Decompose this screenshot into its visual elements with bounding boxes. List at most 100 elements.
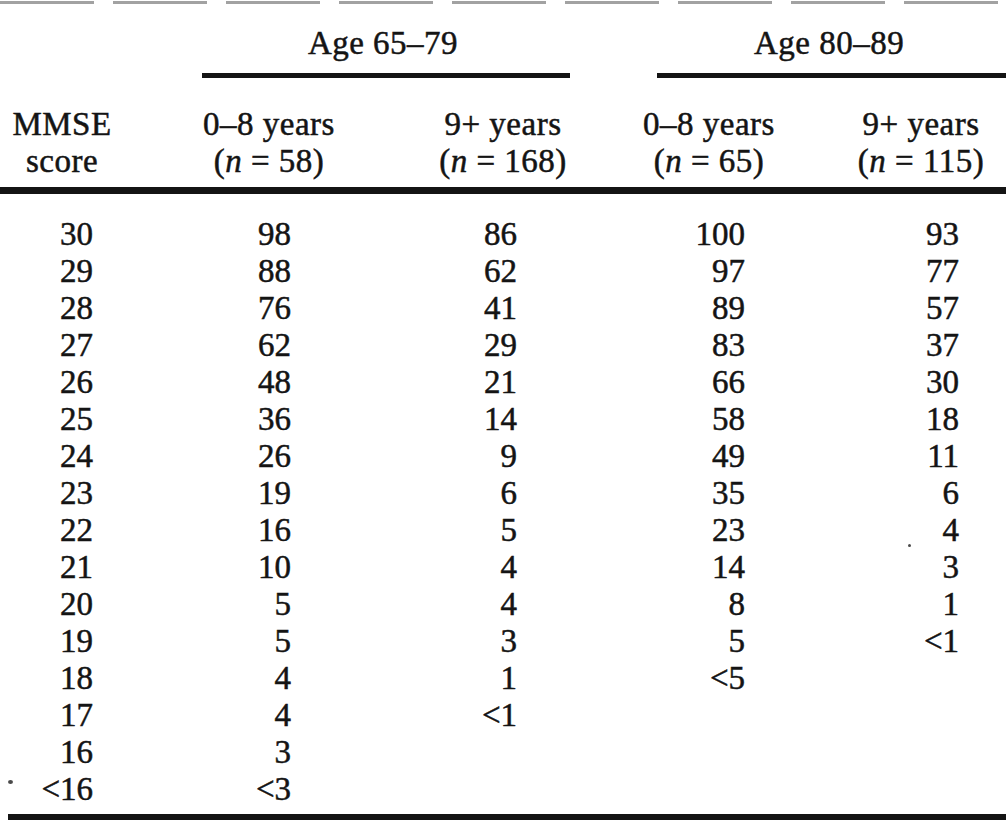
- header-line1: 0–8 years: [203, 106, 335, 142]
- percentile-cell: <1: [350, 697, 580, 734]
- header-line1: 9+ years: [863, 106, 980, 142]
- percentile-cell: 4: [350, 586, 580, 623]
- percentile-cell: 4: [790, 512, 1006, 549]
- percentile-cell: 29: [350, 327, 580, 364]
- paren-open: (: [214, 143, 226, 179]
- percentile-cell: 3: [350, 623, 580, 660]
- percentile-cell: [790, 697, 1006, 734]
- mmse-score-cell: 29: [0, 253, 130, 290]
- percentile-cell: 4: [350, 549, 580, 586]
- mmse-score-cell: 26: [0, 364, 130, 401]
- percentile-cell: 97: [580, 253, 790, 290]
- percentile-cell: <5: [580, 660, 790, 697]
- percentile-cell: 30: [790, 364, 1006, 401]
- mmse-score-cell: 28: [0, 290, 130, 327]
- n-value: = 168): [468, 143, 567, 179]
- percentile-cell: 48: [130, 364, 350, 401]
- spanner-rule-cell-right: [580, 73, 1006, 80]
- mmse-score-cell: <16: [0, 771, 130, 814]
- percentile-cell: [350, 771, 580, 814]
- table-row: <16 <3: [0, 771, 1006, 814]
- percentile-cell: 16: [130, 512, 350, 549]
- edu-0-8-header-cell-8089: 0–8 years (n = 65): [580, 80, 790, 190]
- percentile-cell: 98: [130, 190, 350, 253]
- mmse-score-cell: 27: [0, 327, 130, 364]
- mmse-score-cell: 30: [0, 190, 130, 253]
- percentile-cell: <3: [130, 771, 350, 814]
- percentile-cell: 4: [130, 697, 350, 734]
- header-line1: MMSE: [12, 106, 111, 142]
- table-row: 21 10 4 14 3: [0, 549, 1006, 586]
- percentile-cell: 10: [130, 549, 350, 586]
- spanner-rule-80-89: [657, 73, 1006, 78]
- n-symbol: n: [225, 143, 242, 179]
- percentile-cell: 66: [580, 364, 790, 401]
- bottom-rule-cell: [0, 814, 1006, 820]
- mmse-score-cell: 23: [0, 475, 130, 512]
- cropped-top-rule: [0, 1, 1006, 4]
- percentile-cell: 89: [580, 290, 790, 327]
- header-line1: 0–8 years: [643, 106, 775, 142]
- bottom-rule-row: [0, 814, 1006, 820]
- table-row: 28 76 41 89 57: [0, 290, 1006, 327]
- n-value: = 58): [242, 143, 324, 179]
- mmse-score-cell: 17: [0, 697, 130, 734]
- percentile-cell: 93: [790, 190, 1006, 253]
- edu-9plus-header-6579: 9+ years (n = 168): [388, 106, 618, 180]
- percentile-cell: 83: [580, 327, 790, 364]
- percentile-cell: [350, 734, 580, 771]
- table-row: 26 48 21 66 30: [0, 364, 1006, 401]
- percentile-cell: [790, 734, 1006, 771]
- table-row: 20 5 4 8 1: [0, 586, 1006, 623]
- paren-open: (: [858, 143, 870, 179]
- spanner-rule-65-79: [202, 73, 570, 78]
- column-header-row: MMSE score 0–8 years (n = 58) 9+ years (…: [0, 80, 1006, 190]
- n-symbol: n: [869, 143, 886, 179]
- bottom-rule: [8, 814, 1006, 820]
- percentile-cell: 6: [350, 475, 580, 512]
- sample-size: (n = 168): [439, 143, 567, 179]
- age-group-65-79-label: Age 65–79: [158, 27, 608, 60]
- percentile-cell: 57: [790, 290, 1006, 327]
- edu-9plus-header-cell-8089: 9+ years (n = 115): [790, 80, 1006, 190]
- paren-open: (: [439, 143, 451, 179]
- mmse-score-cell: 24: [0, 438, 130, 475]
- spanner-rule-spacer: [0, 73, 130, 80]
- sample-size: (n = 115): [858, 143, 984, 179]
- mmse-score-cell: 16: [0, 734, 130, 771]
- header-line2: score: [26, 143, 98, 179]
- mmse-score-cell: 18: [0, 660, 130, 697]
- sample-size: (n = 65): [654, 143, 765, 179]
- mmse-score-cell: 25: [0, 401, 130, 438]
- age-group-80-89-label: Age 80–89: [616, 27, 1006, 60]
- percentile-cell: 11: [790, 438, 1006, 475]
- paren-open: (: [654, 143, 666, 179]
- scan-speck: [908, 544, 911, 547]
- table-row: 19 5 3 5 <1: [0, 623, 1006, 660]
- percentile-cell: 5: [350, 512, 580, 549]
- table-row: 29 88 62 97 77: [0, 253, 1006, 290]
- edu-0-8-header-8089: 0–8 years (n = 65): [604, 106, 814, 180]
- scan-speck: [8, 780, 13, 784]
- percentile-cell: 23: [580, 512, 790, 549]
- age-group-80-89-cell: Age 80–89: [580, 0, 1006, 73]
- percentile-cell: 19: [130, 475, 350, 512]
- percentile-cell: 5: [130, 623, 350, 660]
- mmse-score-cell: 21: [0, 549, 130, 586]
- percentile-cell: 1: [350, 660, 580, 697]
- percentile-cell: 49: [580, 438, 790, 475]
- mmse-score-header: MMSE score: [0, 106, 127, 180]
- mmse-score-cell: 22: [0, 512, 130, 549]
- percentile-cell: [580, 697, 790, 734]
- percentile-cell: 62: [350, 253, 580, 290]
- n-symbol: n: [665, 143, 682, 179]
- spanner-rule-row: [0, 73, 1006, 80]
- percentile-cell: 36: [130, 401, 350, 438]
- mmse-score-cell: 19: [0, 623, 130, 660]
- scanned-paper-page: Age 65–79 Age 80–89 MMSE score 0–8 years: [0, 0, 1006, 825]
- percentile-cell: 5: [130, 586, 350, 623]
- n-symbol: n: [451, 143, 468, 179]
- percentile-cell: 58: [580, 401, 790, 438]
- percentile-cell: [580, 771, 790, 814]
- percentile-cell: 62: [130, 327, 350, 364]
